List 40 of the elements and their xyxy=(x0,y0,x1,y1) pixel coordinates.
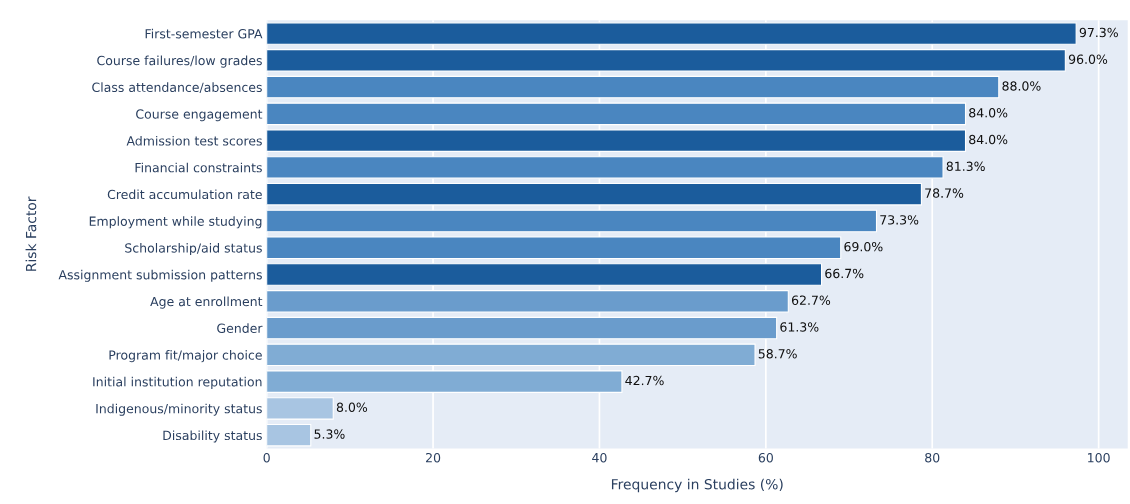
y-tick-label: Gender xyxy=(217,323,263,333)
y-tick-label: First-semester GPA xyxy=(145,28,263,39)
data-label: 96.0% xyxy=(1068,54,1108,64)
data-label: 69.0% xyxy=(844,241,883,252)
data-label: 8.0% xyxy=(336,402,368,413)
data-label: 84.0% xyxy=(969,108,1008,118)
data-label: 81.3% xyxy=(946,161,985,172)
y-tick-label: Scholarship/aid status xyxy=(125,243,262,256)
data-label: 66.7% xyxy=(825,268,864,279)
y-tick-label: Course engagement xyxy=(136,109,263,122)
data-label: 78.7% xyxy=(925,188,964,198)
y-tick-label: Credit accumulation rate xyxy=(107,189,262,200)
y-tick-label: Age at enrollment xyxy=(150,296,263,309)
y-tick-label: Admission test scores xyxy=(126,135,262,146)
y-tick-label: Course failures/low grades xyxy=(97,55,262,68)
data-label: 5.3% xyxy=(314,429,345,439)
data-label: 84.0% xyxy=(969,134,1008,145)
data-label: 97.3% xyxy=(1079,27,1118,38)
data-label: 42.7% xyxy=(625,375,664,386)
y-tick-label: Employment while studying xyxy=(89,216,262,229)
y-tick-label: Class attendance/absences xyxy=(92,82,262,94)
x-tick-label: 60 xyxy=(758,452,773,463)
y-tick-label: Disability status xyxy=(163,430,262,443)
data-label: 73.3% xyxy=(880,215,919,225)
y-tick-label: Program fit/major choice xyxy=(109,350,262,363)
x-tick-label: 100 xyxy=(1088,452,1110,463)
x-tick-label: 0 xyxy=(263,452,270,463)
x-tick-label: 80 xyxy=(925,452,940,463)
data-label: 62.7% xyxy=(791,295,831,305)
data-label: 88.0% xyxy=(1002,81,1041,91)
y-tick-label: Initial institution reputation xyxy=(93,376,262,389)
data-label: 58.7% xyxy=(758,349,797,359)
x-axis-title: Frequency in Studies (%) xyxy=(611,478,783,493)
y-axis-title: Risk Factor xyxy=(25,196,37,271)
data-label: 61.3% xyxy=(780,322,819,332)
y-tick-label: Financial constraints xyxy=(135,162,262,173)
x-tick-label: 20 xyxy=(426,452,441,463)
y-tick-label: Assignment submission patterns xyxy=(58,269,262,282)
y-tick-label: Indigenous/minority status xyxy=(96,403,262,416)
x-tick-label: 40 xyxy=(592,452,607,463)
